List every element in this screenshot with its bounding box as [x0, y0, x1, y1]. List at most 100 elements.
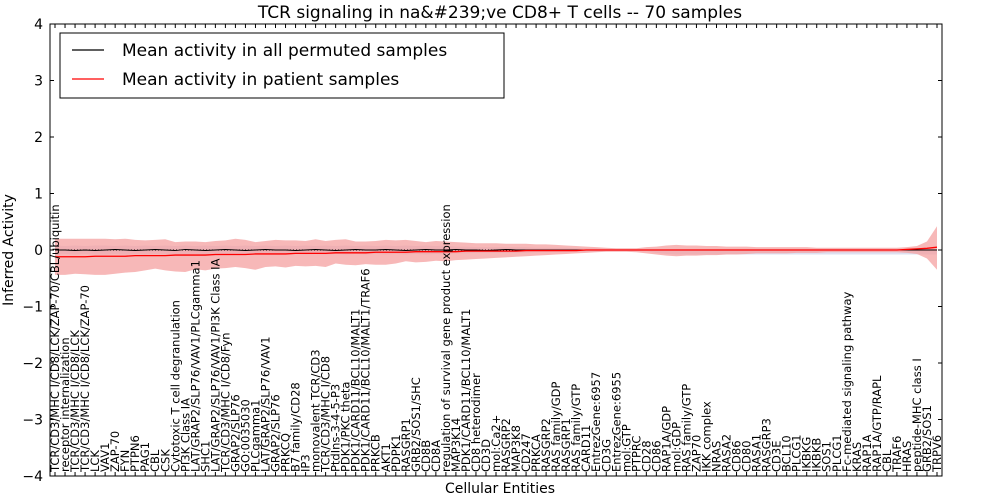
category-label: IKK complex: [699, 401, 713, 472]
y-axis-label: Inferred Activity: [1, 194, 17, 306]
category-label: GRAP2/SLP76: [228, 394, 242, 472]
category-label: CD3G: [599, 439, 613, 472]
category-label: CD3E: [770, 441, 784, 472]
category-label: AKT1: [379, 443, 393, 472]
category-label: mol:GTP: [619, 424, 633, 472]
category-label: RASGRP2: [539, 418, 553, 472]
category-label: monovalent TCR/CD3: [309, 349, 323, 472]
category-label: regulation of survival gene product expr…: [439, 204, 453, 472]
category-label: RASA1: [750, 434, 764, 472]
category-label: TCR/CD3/MHC I/CD8/LCK: [68, 330, 82, 473]
category-label: SOS1: [820, 441, 834, 472]
category-label: CD8A: [429, 440, 443, 472]
category-label: RASGRP3: [760, 418, 774, 472]
category-label: BCL10: [780, 435, 794, 472]
axes: −4 −3 −2 −1 0 1 2 3 4: [22, 17, 943, 485]
category-label: mol:Ca2+: [489, 415, 503, 472]
category-label: IKBKB: [810, 438, 824, 472]
category-label: PTPN6: [128, 435, 142, 472]
category-label: LAT/GRAP2/SLP76/VAV1: [258, 336, 272, 472]
category-label: CD86: [649, 440, 663, 472]
category-label: VAV1: [98, 443, 112, 472]
category-label: B7 family/CD28: [289, 382, 303, 472]
category-label: SHC1: [198, 441, 212, 472]
category-label: TCR/CD3/MHC I/CD8/Fyn: [218, 332, 232, 473]
legend-box: [59, 32, 505, 99]
category-label: CD8B: [419, 440, 433, 472]
category-label: LCK: [88, 450, 102, 472]
category-label: CD247: [519, 433, 533, 472]
category-label: receptor internalization: [58, 337, 72, 472]
category-label: ZAP-70: [108, 431, 122, 472]
category-label: GRAP2/SLP76: [269, 394, 283, 472]
legend-label: Mean activity in all permuted samples: [122, 41, 447, 61]
category-label: PTPRC: [629, 436, 643, 472]
category-label: GRB2/SOS1/SHC: [409, 377, 423, 472]
series-lines: [50, 246, 942, 258]
category-label: peptide-MHC class I: [910, 358, 924, 472]
y-tick-label: 0: [34, 243, 43, 259]
category-label: PLCG1: [790, 434, 804, 472]
category-label: ZAP70: [689, 435, 703, 472]
category-label: RASA2: [720, 434, 734, 472]
category-label: FYN: [118, 450, 132, 472]
category-label: CBL: [148, 449, 162, 472]
legend: Mean activity in all permuted samples Mea…: [59, 32, 505, 99]
y-tick-label: 3: [34, 74, 43, 90]
category-label: PDK1/PKC theta: [339, 382, 353, 472]
y-tick-label: 4: [34, 17, 43, 33]
category-label: Fc-mediated signaling pathway: [840, 292, 854, 472]
category-label: TCR/CD3/MHC I/CD8: [319, 356, 333, 473]
category-label: RASGRP1: [559, 418, 573, 472]
y-tick-label: 1: [34, 187, 43, 203]
y-tick-label: −1: [22, 300, 43, 316]
category-label: EntrezGene:6957: [589, 372, 603, 472]
category-label: RAS family/GTP: [679, 384, 693, 472]
legend-label: Mean activity in patient samples: [122, 70, 399, 90]
category-label: RAP1A/GDP: [659, 406, 673, 472]
category-label: GRB2/SOS1: [920, 405, 934, 472]
category-label: CSK: [158, 449, 172, 472]
category-label: CD28: [639, 440, 653, 472]
category-label: PLCG1: [830, 434, 844, 472]
x-axis-label: Cellular Entities: [445, 481, 555, 497]
category-label: CD8 heterodimer: [469, 373, 483, 472]
chart-title: TCR signaling in na&#239;ve CD8+ T cells…: [257, 3, 742, 23]
category-label: RAP1A: [860, 434, 874, 472]
category-label: mol:GDP: [669, 422, 683, 472]
category-label: CD80: [740, 440, 754, 472]
category-label: RASGRP2: [499, 418, 513, 472]
category-label: PLCgamma1: [248, 399, 262, 472]
category-label: HRAS: [900, 441, 914, 472]
category-label: PDK1/CARD11/BCL10/MALT1: [459, 309, 473, 472]
category-label: PAG1: [138, 442, 152, 472]
category-label: IP3: [299, 454, 313, 472]
patient-mean-line: [55, 246, 938, 258]
category-label: TCR/CD3/MHC I/CD8/LCK/ZAP-70/CBL/ubiquit…: [48, 204, 62, 473]
category-label: PRKCB: [369, 434, 383, 472]
category-label: TRAF6: [890, 436, 904, 473]
category-label: RAP1A/GTP/RAPL: [870, 375, 884, 472]
category-label: KRAS: [850, 442, 864, 472]
y-tick-label: 2: [34, 130, 43, 146]
category-label: PtdIns-3-4-5-P3: [329, 384, 343, 472]
y-tick-label: −4: [22, 469, 43, 485]
category-label: PDPK1: [389, 434, 403, 472]
category-label: PRKCA: [529, 434, 543, 472]
category-label: TRPV6: [930, 435, 944, 473]
category-label: RAS family/GTP: [569, 384, 583, 472]
category-label: CD86: [730, 440, 744, 472]
category-label: MAP3K8: [509, 425, 523, 472]
category-label: CARD11: [579, 425, 593, 472]
category-label: RAS family/GDP: [549, 382, 563, 472]
category-label: Cytotoxic T cell degranulation: [168, 300, 182, 472]
category-label: LAT/GRAP2/SLP76/VAV1/PI3K Class IA: [208, 258, 222, 472]
category-label: GO:0035030: [238, 399, 252, 472]
category-label: RASGRP1: [399, 418, 413, 472]
category-label: LAT/GRAP2/SLP76/VAV1/PLCgamma1: [188, 260, 202, 472]
y-tick-label: −3: [22, 413, 43, 429]
category-label: PI3K Class IA: [178, 398, 192, 472]
category-label: TCR/CD3/MHC I/CD8/LCK/ZAP-70: [78, 285, 92, 473]
